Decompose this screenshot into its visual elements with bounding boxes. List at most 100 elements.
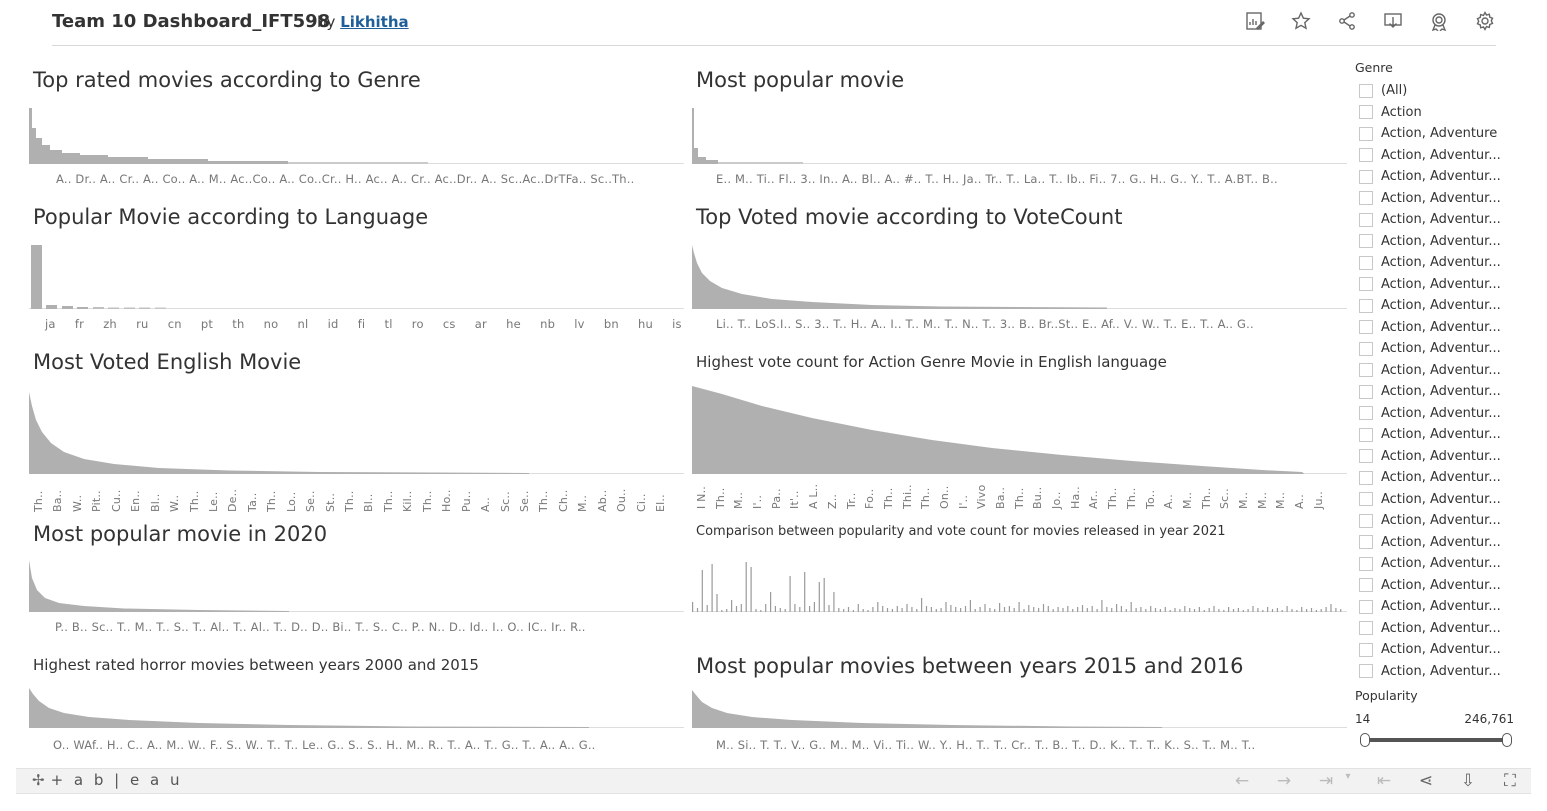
genre-checkbox[interactable] bbox=[1359, 492, 1373, 507]
badge-icon[interactable] bbox=[1428, 10, 1450, 32]
genre-checkbox[interactable] bbox=[1359, 535, 1373, 550]
genre-filter-item[interactable]: Action, Adventur... bbox=[1359, 446, 1529, 468]
genre-filter-item[interactable]: Action, Adventur... bbox=[1359, 274, 1529, 296]
slider-min-handle[interactable] bbox=[1360, 733, 1370, 747]
tick-label: Th.. bbox=[420, 490, 434, 512]
genre-checkbox[interactable] bbox=[1359, 513, 1373, 528]
genre-filter-item[interactable]: Action, Adventur... bbox=[1359, 381, 1529, 403]
genre-item-label: Action, Adventur... bbox=[1381, 384, 1501, 400]
revert-icon[interactable]: ⇥ bbox=[1318, 771, 1334, 791]
genre-filter-item[interactable]: Action, Adventur... bbox=[1359, 295, 1529, 317]
download-icon[interactable] bbox=[1382, 10, 1404, 32]
genre-filter-item[interactable]: Action, Adventur... bbox=[1359, 596, 1529, 618]
share-icon[interactable]: ⋖ bbox=[1418, 771, 1434, 791]
star-icon[interactable] bbox=[1290, 10, 1312, 32]
genre-filter-item[interactable]: Action, Adventur... bbox=[1359, 575, 1529, 597]
tick-label: Ju.. bbox=[1311, 490, 1325, 509]
genre-filter-item[interactable]: Action, Adventur... bbox=[1359, 489, 1529, 511]
genre-checkbox[interactable] bbox=[1359, 449, 1373, 464]
bar-chart-most-popular[interactable] bbox=[692, 108, 1347, 164]
genre-checkbox[interactable] bbox=[1359, 234, 1373, 249]
gear-icon[interactable] bbox=[1474, 10, 1496, 32]
genre-checkbox[interactable] bbox=[1359, 599, 1373, 614]
tick-label: St.. bbox=[323, 492, 337, 512]
bar-chart-popular-2015-2016[interactable] bbox=[692, 690, 1347, 728]
genre-checkbox[interactable] bbox=[1359, 363, 1373, 378]
tick-label: A.. bbox=[1162, 494, 1176, 509]
genre-checkbox[interactable] bbox=[1359, 642, 1373, 657]
genre-filter-item[interactable]: Action, Adventur... bbox=[1359, 188, 1529, 210]
genre-checkbox[interactable] bbox=[1359, 427, 1373, 442]
genre-filter-item[interactable]: Action, Adventur... bbox=[1359, 317, 1529, 339]
genre-filter-item[interactable]: Action, Adventur... bbox=[1359, 639, 1529, 661]
bar-chart-popular-language[interactable] bbox=[29, 245, 684, 309]
bar-chart-horror[interactable] bbox=[29, 688, 684, 728]
genre-filter-item[interactable]: Action, Adventur... bbox=[1359, 618, 1529, 640]
author-link[interactable]: Likhitha bbox=[340, 13, 409, 31]
genre-filter-item[interactable]: Action, Adventur... bbox=[1359, 510, 1529, 532]
genre-checkbox[interactable] bbox=[1359, 83, 1373, 98]
genre-checkbox[interactable] bbox=[1359, 556, 1373, 571]
genre-filter-list[interactable]: (All) Action Action, Adventure Action, Adve… bbox=[1359, 80, 1529, 678]
genre-filter-item[interactable]: Action, Adventur... bbox=[1359, 209, 1529, 231]
genre-checkbox[interactable] bbox=[1359, 277, 1373, 292]
fullscreen-icon[interactable]: ⛶ bbox=[1504, 771, 1516, 791]
genre-filter-item[interactable]: Action, Adventur... bbox=[1359, 252, 1529, 274]
bar-chart-most-voted-english[interactable] bbox=[29, 392, 684, 474]
genre-filter-item[interactable]: Action, Adventur... bbox=[1359, 424, 1529, 446]
genre-filter-item[interactable]: Action, Adventur... bbox=[1359, 166, 1529, 188]
genre-filter-item[interactable]: Action, Adventur... bbox=[1359, 338, 1529, 360]
edit-chart-icon[interactable] bbox=[1244, 10, 1266, 32]
genre-filter-item[interactable]: Action, Adventur... bbox=[1359, 403, 1529, 425]
x-tick-labels: E.. M.. Ti.. Fl.. 3.. In.. A.. Bl.. A.. … bbox=[716, 172, 1278, 186]
genre-filter-item[interactable]: Action, Adventure bbox=[1359, 123, 1529, 145]
genre-checkbox[interactable] bbox=[1359, 341, 1373, 356]
bar-chart-top-voted[interactable] bbox=[692, 245, 1347, 309]
share-icon[interactable] bbox=[1336, 10, 1358, 32]
genre-checkbox[interactable] bbox=[1359, 105, 1373, 120]
genre-filter-item[interactable]: Action bbox=[1359, 102, 1529, 124]
genre-checkbox[interactable] bbox=[1359, 298, 1373, 313]
genre-item-label: Action, Adventur... bbox=[1381, 534, 1501, 550]
genre-checkbox[interactable] bbox=[1359, 126, 1373, 141]
slider-max-handle[interactable] bbox=[1502, 733, 1512, 747]
bar bbox=[745, 562, 747, 612]
genre-checkbox[interactable] bbox=[1359, 255, 1373, 270]
genre-filter-item[interactable]: Action, Adventur... bbox=[1359, 532, 1529, 554]
bar bbox=[1062, 608, 1064, 612]
bar-chart-2021-comparison[interactable] bbox=[692, 552, 1347, 612]
genre-checkbox[interactable] bbox=[1359, 621, 1373, 636]
bar-chart-popular-2020[interactable] bbox=[29, 560, 684, 612]
genre-checkbox[interactable] bbox=[1359, 664, 1373, 678]
genre-checkbox[interactable] bbox=[1359, 148, 1373, 163]
genre-filter-item[interactable]: Action, Adventur... bbox=[1359, 360, 1529, 382]
tableau-logo[interactable]: ✢ + a b | e a u bbox=[32, 771, 182, 789]
genre-checkbox[interactable] bbox=[1359, 169, 1373, 184]
genre-filter-item[interactable]: Action, Adventur... bbox=[1359, 467, 1529, 489]
genre-filter-item[interactable]: Action, Adventur... bbox=[1359, 553, 1529, 575]
download-icon[interactable]: ⇩ bbox=[1460, 771, 1476, 791]
bar bbox=[1310, 608, 1313, 612]
popularity-slider[interactable] bbox=[1360, 732, 1512, 748]
tick-label: Se.. bbox=[304, 490, 318, 512]
bar-chart-action-english[interactable] bbox=[692, 386, 1347, 474]
genre-filter-item[interactable]: (All) bbox=[1359, 80, 1529, 102]
genre-checkbox[interactable] bbox=[1359, 406, 1373, 421]
first-icon[interactable]: ⇤ bbox=[1376, 771, 1392, 791]
genre-checkbox[interactable] bbox=[1359, 320, 1373, 335]
genre-filter-item[interactable]: Action, Adventur... bbox=[1359, 231, 1529, 253]
genre-filter-item[interactable]: Action, Adventur... bbox=[1359, 661, 1529, 678]
genre-checkbox[interactable] bbox=[1359, 470, 1373, 485]
redo-icon[interactable]: → bbox=[1276, 771, 1292, 791]
bar-chart-top-rated-genre[interactable] bbox=[29, 108, 684, 164]
genre-checkbox[interactable] bbox=[1359, 384, 1373, 399]
genre-checkbox[interactable] bbox=[1359, 578, 1373, 593]
bar bbox=[760, 610, 762, 612]
genre-filter-item[interactable]: Action, Adventur... bbox=[1359, 145, 1529, 167]
panel-most-popular: Most popular movie E.. M.. Ti.. Fl.. 3..… bbox=[692, 68, 1347, 193]
genre-checkbox[interactable] bbox=[1359, 212, 1373, 227]
dropdown-icon[interactable]: ▾ bbox=[1345, 771, 1351, 782]
genre-checkbox[interactable] bbox=[1359, 191, 1373, 206]
undo-icon[interactable]: ← bbox=[1234, 771, 1250, 791]
tick-label: bn bbox=[603, 317, 619, 331]
